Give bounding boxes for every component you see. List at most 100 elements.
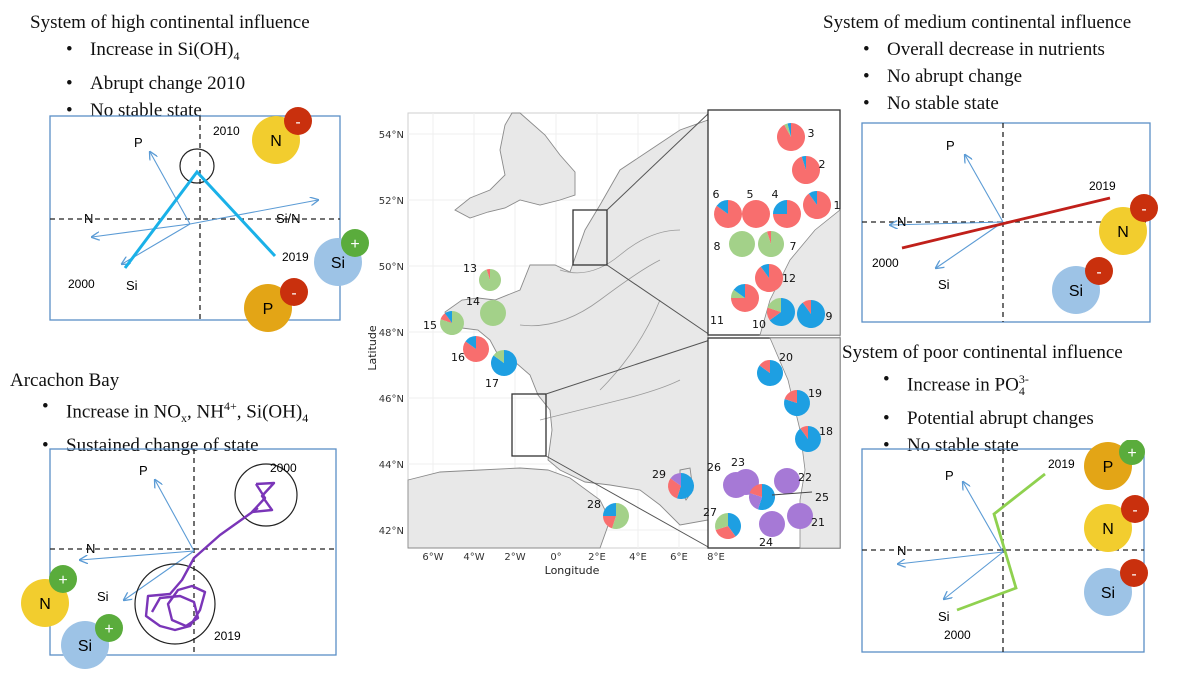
- station-label-7: 7: [790, 240, 797, 253]
- station-12-slice-1: [760, 264, 769, 278]
- poor-label-n: N: [897, 543, 906, 558]
- medium-bullet-3: No stable state: [857, 90, 1105, 117]
- station-label-9: 9: [826, 310, 833, 323]
- high-loading-arrows: [92, 152, 318, 264]
- svg-text:54°N: 54°N: [379, 130, 404, 141]
- station-pie-28: 28: [587, 498, 630, 530]
- station-10-slice-2: [767, 298, 781, 312]
- arcachon-bullet-2: Sustained change of state: [36, 432, 308, 459]
- arcachon-plot-frame: [49, 448, 337, 656]
- poor-trajectory-line: [956, 472, 1046, 612]
- station-label-14: 14: [466, 295, 480, 308]
- station-label-5: 5: [747, 188, 754, 201]
- station-pie-18: 18: [795, 425, 833, 453]
- lon-tick-labels: 6°W 4°W 2°W 0° 2°E 4°E 6°E 8°E: [422, 552, 724, 563]
- svg-text:Si: Si: [78, 638, 92, 655]
- station-9-slice-1: [802, 300, 811, 314]
- svg-text:42°N: 42°N: [379, 526, 404, 537]
- station-label-2: 2: [819, 158, 826, 171]
- svg-text:4°E: 4°E: [629, 552, 647, 563]
- high-label-n: N: [84, 211, 93, 226]
- station-pie-9: 9: [797, 300, 833, 328]
- station-label-19: 19: [808, 387, 822, 400]
- station-pie-7: 7: [758, 231, 797, 258]
- station-22-slice-0: [774, 468, 800, 494]
- poor-circle-n: N -: [1084, 495, 1149, 552]
- arcachon-circle-n: N +: [21, 565, 77, 627]
- svg-text:P: P: [1103, 459, 1114, 476]
- station-5-slice-0: [742, 200, 770, 228]
- arcachon-bullets: Increase in NOx, NH4+, Si(OH)4 Sustained…: [36, 393, 308, 459]
- arcachon-focus-box: [511, 393, 547, 457]
- station-10-slice-1: [767, 307, 781, 321]
- station-label-12: 12: [782, 272, 796, 285]
- station-17-slice-0: [491, 350, 517, 376]
- arcachon-circle-si: Si +: [61, 614, 123, 669]
- station-28-slice-1: [603, 516, 616, 529]
- france-station-map: 54°N 52°N 50°N 48°N 46°N 44°N 42°N 6°W 4…: [366, 109, 841, 577]
- arcachon-year-2000: 2000: [270, 461, 297, 475]
- station-25-leader-line: [771, 491, 813, 496]
- station-21-slice-0: [787, 503, 813, 529]
- arcachon-label-si: Si: [97, 589, 109, 604]
- rivers: [519, 229, 681, 421]
- station-7-slice-0: [758, 231, 784, 258]
- station-13-slice-1: [486, 269, 490, 280]
- svg-text:52°N: 52°N: [379, 196, 404, 207]
- high-trajectory-line: [123, 169, 277, 269]
- station-25-slice-1: [749, 492, 762, 510]
- spain-landmass: [407, 467, 611, 549]
- uk-landmass: [454, 112, 576, 219]
- high-panel-title: System of high continental influence: [30, 12, 310, 33]
- station-27-slice-1: [715, 526, 736, 539]
- poor-circle-p: P +: [1084, 440, 1145, 490]
- station-label-17: 17: [485, 377, 499, 390]
- station-label-6: 6: [713, 188, 720, 201]
- medium-influence-diagram: P N Si 2000 2019 N - Si -: [861, 122, 1158, 323]
- station-15-slice-0: [440, 311, 465, 336]
- station-pie-12: 12: [755, 264, 796, 292]
- svg-text:N: N: [39, 596, 51, 613]
- station-label-25: 25: [815, 491, 829, 504]
- medium-year-2000: 2000: [872, 256, 899, 270]
- poor-bullet-2: Potential abrupt changes: [877, 405, 1094, 432]
- svg-text:+: +: [104, 621, 113, 638]
- station-pie-5: 5: [742, 188, 770, 228]
- svg-text:6°W: 6°W: [422, 552, 443, 563]
- station-27-slice-2: [715, 513, 728, 531]
- arcachon-label-p: P: [139, 463, 148, 478]
- lat-tick-labels: 54°N 52°N 50°N 48°N 46°N 44°N 42°N: [379, 130, 404, 537]
- medium-label-si: Si: [938, 277, 950, 292]
- station-label-8: 8: [714, 240, 721, 253]
- station-label-13: 13: [463, 262, 477, 275]
- station-pie-20: 20: [757, 351, 793, 386]
- medium-bullet-2: No abrupt change: [857, 63, 1105, 90]
- station-15-slice-2: [444, 311, 452, 323]
- station-label-18: 18: [819, 425, 833, 438]
- svg-text:N: N: [270, 133, 282, 150]
- high-year-2019: 2019: [282, 250, 309, 264]
- station-label-26: 26: [707, 461, 721, 474]
- arcachon-diagram: P N Si 2000 2019 N + Si +: [21, 448, 337, 669]
- station-pie-1: 1: [803, 191, 841, 219]
- station-11-slice-1: [731, 289, 745, 298]
- svg-text:Si: Si: [1069, 283, 1083, 300]
- station-pie-13: 13: [463, 262, 501, 292]
- station-29-slice-1: [668, 478, 681, 499]
- svg-text:N: N: [1117, 224, 1129, 241]
- svg-text:-: -: [295, 114, 300, 131]
- medium-bullet-1: Overall decrease in nutrients: [857, 36, 1105, 63]
- station-label-20: 20: [779, 351, 793, 364]
- station-9-slice-0: [797, 300, 826, 328]
- station-label-28: 28: [587, 498, 601, 511]
- station-pie-21: 21: [787, 503, 825, 529]
- map-y-axis-label: Latitude: [366, 325, 379, 371]
- station-27-slice-0: [728, 513, 742, 537]
- high-label-p: P: [134, 135, 143, 150]
- station-label-16: 16: [451, 351, 465, 364]
- station-16-slice-1: [465, 336, 476, 349]
- svg-text:0°: 0°: [550, 552, 561, 563]
- svg-text:N: N: [1102, 521, 1114, 538]
- poor-bullets: Increase in PO43- Potential abrupt chang…: [877, 366, 1094, 459]
- station-3-slice-2: [787, 123, 791, 137]
